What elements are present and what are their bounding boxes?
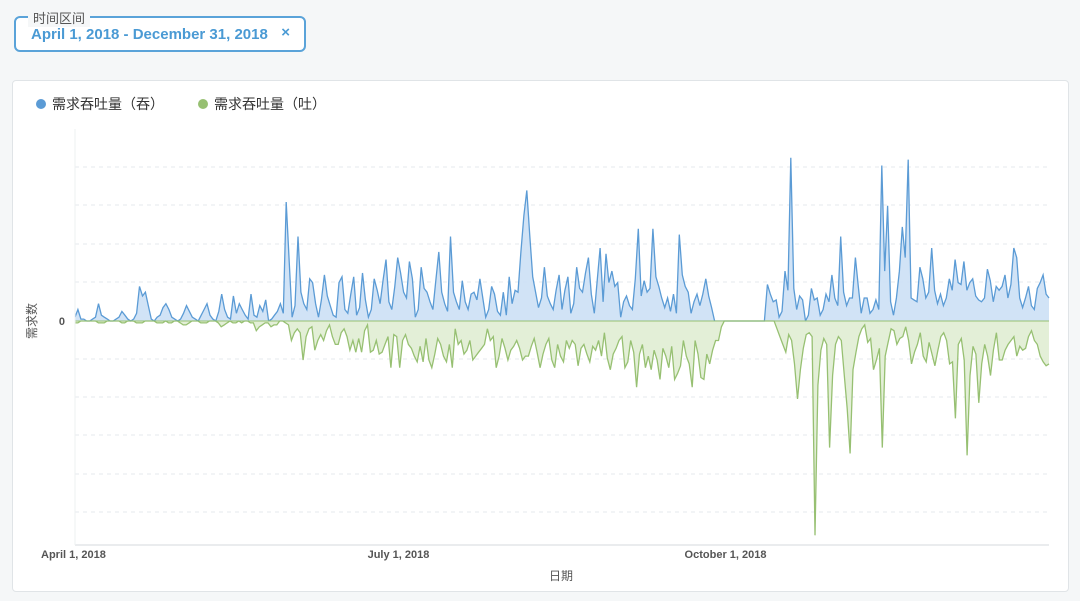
legend-marker-0 (36, 99, 46, 109)
y-axis-title: 需求数 (24, 303, 39, 339)
legend-label-0[interactable]: 需求吞吐量（吞） (52, 97, 164, 113)
date-range-filter[interactable]: 时间区间 April 1, 2018 - December 31, 2018 × (14, 8, 306, 52)
series-line-1[interactable] (75, 320, 1050, 536)
x-axis-title: 日期 (549, 569, 573, 583)
series-area-1 (75, 321, 1049, 536)
legend-marker-1 (198, 99, 208, 109)
date-range-filter-label: 时间区间 (28, 8, 91, 27)
x-tick-label-2: October 1, 2018 (685, 549, 767, 561)
chart-card: 需求吞吐量（吞） 需求吞吐量（吐） 0 April 1, 2018 July 1, 20… (12, 80, 1069, 592)
clear-filter-icon[interactable]: × (281, 24, 290, 41)
series-area-0 (75, 157, 1049, 321)
throughput-chart: 需求吞吐量（吞） 需求吞吐量（吐） 0 April 1, 2018 July 1, 20… (24, 97, 1050, 583)
legend-label-1[interactable]: 需求吞吐量（吐） (214, 97, 326, 113)
date-range-filter-value[interactable]: April 1, 2018 - December 31, 2018 (31, 26, 268, 43)
y-tick-label-0: 0 (59, 316, 65, 328)
x-tick-label-0: April 1, 2018 (41, 549, 106, 561)
x-tick-label-1: July 1, 2018 (368, 549, 430, 561)
series-line-0[interactable] (74, 157, 1050, 324)
